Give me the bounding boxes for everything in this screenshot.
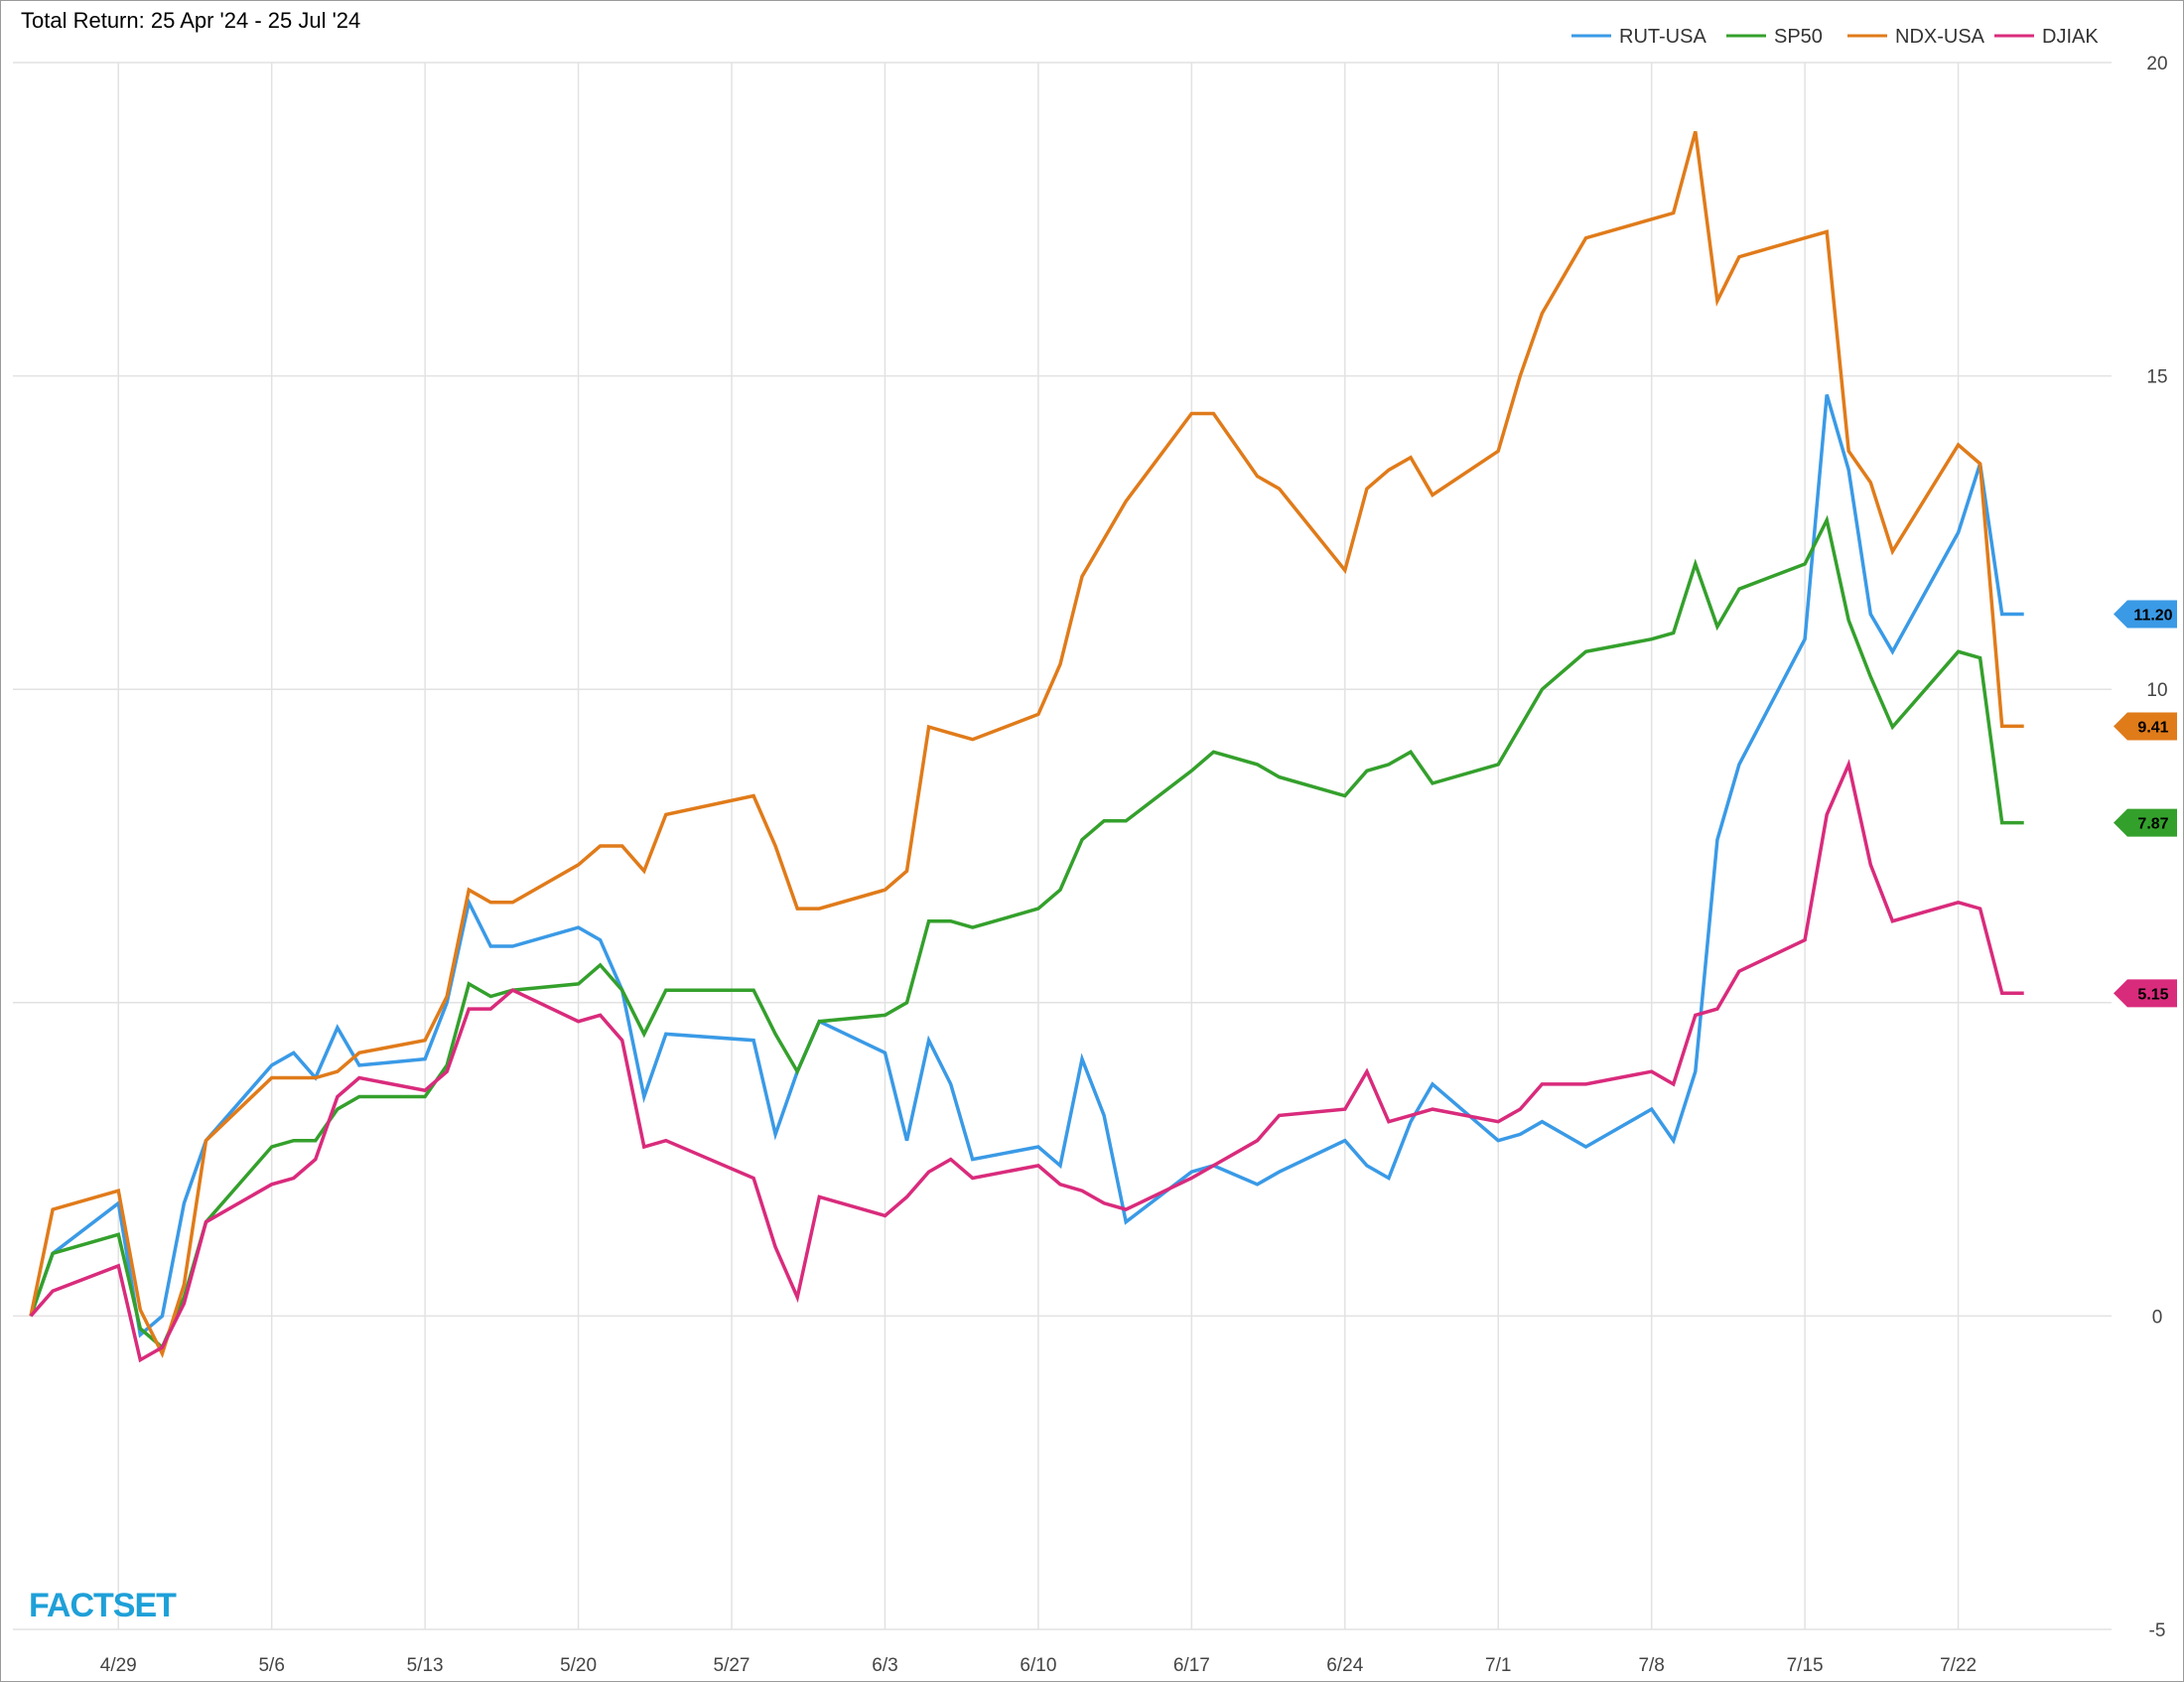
legend-item-djiak[interactable]: DJIAK xyxy=(1994,26,2099,48)
series-line-ndx-usa xyxy=(29,130,2024,1358)
y-axis-ticks: 20 15 10 0 -5 xyxy=(2146,54,2167,1641)
x-tick-label: 5/13 xyxy=(407,1655,444,1676)
legend[interactable]: RUT-USA SP50 NDX-USA DJIAK xyxy=(1571,26,2099,48)
x-tick-label: 5/20 xyxy=(560,1655,597,1676)
legend-label: DJIAK xyxy=(2042,26,2099,48)
badge-value: 11.20 xyxy=(2133,607,2172,624)
legend-label: SP50 xyxy=(1774,26,1823,48)
x-tick-label: 6/10 xyxy=(1020,1655,1056,1676)
x-tick-label: 7/15 xyxy=(1787,1655,1824,1676)
y-tick-label: 15 xyxy=(2146,367,2167,388)
legend-item-ndx-usa[interactable]: NDX-USA xyxy=(1847,26,1985,48)
x-tick-label: 6/17 xyxy=(1173,1655,1210,1676)
legend-item-sp50[interactable]: SP50 xyxy=(1726,26,1823,48)
y-tick-label: -5 xyxy=(2149,1620,2166,1641)
x-tick-label: 5/6 xyxy=(258,1655,284,1676)
x-tick-label: 5/27 xyxy=(714,1655,751,1676)
y-tick-label: 0 xyxy=(2152,1307,2163,1328)
legend-item-rut-usa[interactable]: RUT-USA xyxy=(1571,26,1706,48)
x-tick-label: 7/8 xyxy=(1638,1655,1664,1676)
chart-title: Total Return: 25 Apr '24 - 25 Jul '24 xyxy=(21,8,360,33)
badge-value: 7.87 xyxy=(2137,816,2168,833)
legend-label: NDX-USA xyxy=(1895,26,1985,48)
badge-value: 5.15 xyxy=(2137,986,2168,1003)
badge-shape xyxy=(2114,600,2177,629)
series-line-djiak xyxy=(29,759,2024,1363)
last-value-badge-djiak: 5.15 xyxy=(2114,979,2177,1008)
gridlines xyxy=(13,62,2112,1630)
x-axis-ticks: 4/29 5/6 5/13 5/20 5/27 6/3 6/10 6/17 6/24 7/1 7/8… xyxy=(100,1655,1977,1676)
y-tick-label: 20 xyxy=(2146,54,2167,74)
x-tick-label: 7/1 xyxy=(1485,1655,1511,1676)
series-line-rut-usa xyxy=(29,394,2024,1338)
last-value-badge-ndx-usa: 9.41 xyxy=(2114,712,2177,741)
badge-shape xyxy=(2114,712,2177,741)
badge-shape xyxy=(2114,979,2177,1008)
last-value-badges: 11.20 7.87 9.41 5.15 xyxy=(2114,600,2177,1008)
series-lines xyxy=(29,130,2024,1363)
x-tick-label: 4/29 xyxy=(100,1655,137,1676)
last-value-badge-sp50: 7.87 xyxy=(2114,808,2177,837)
badge-value: 9.41 xyxy=(2137,719,2168,736)
factset-logo: FACTSET xyxy=(29,1587,177,1624)
x-tick-label: 6/3 xyxy=(872,1655,897,1676)
series-line-sp50 xyxy=(29,514,2024,1350)
badge-shape xyxy=(2114,808,2177,837)
x-tick-label: 7/22 xyxy=(1940,1655,1977,1676)
x-tick-label: 6/24 xyxy=(1326,1655,1363,1676)
last-value-badge-rut-usa: 11.20 xyxy=(2114,600,2177,629)
legend-label: RUT-USA xyxy=(1619,26,1706,48)
y-tick-label: 10 xyxy=(2146,680,2167,701)
